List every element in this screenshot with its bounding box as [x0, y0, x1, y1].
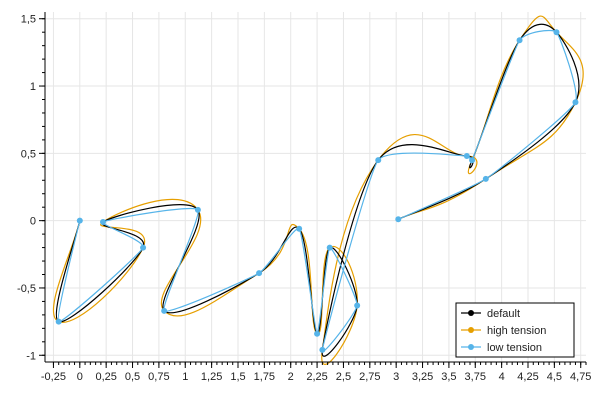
x-tick-label: 0,5 — [125, 371, 140, 383]
x-tick-label: 1,75 — [254, 371, 275, 383]
legend-item: default — [461, 308, 520, 320]
x-tick-label: -0,25 — [41, 371, 66, 383]
data-point — [395, 216, 402, 223]
x-tick-label: 0,25 — [95, 371, 116, 383]
axes: -0,25 0 0,25 0,5 0,75 1 1,25 1,5 1,75 2 2,25 2,5 2,7… — [17, 12, 591, 383]
x-tick-label: 1,25 — [201, 371, 222, 383]
series-line — [57, 29, 577, 352]
legend-item: high tension — [461, 325, 546, 337]
x-tick-label: 2,75 — [359, 371, 380, 383]
data-point — [161, 307, 168, 314]
legend-label: low tension — [487, 342, 542, 354]
x-tick-label: 3,25 — [412, 371, 433, 383]
legend-label: high tension — [487, 325, 546, 337]
legend-marker — [468, 310, 474, 316]
x-tick-label: 3,5 — [441, 371, 456, 383]
x-tick-label: 1 — [182, 371, 188, 383]
data-point — [194, 206, 201, 213]
data-point — [482, 175, 489, 182]
data-point — [354, 302, 361, 309]
legend: default high tension low tension — [455, 302, 575, 358]
data-point — [319, 346, 326, 353]
data-point — [296, 225, 303, 232]
data-point — [375, 157, 382, 164]
y-tick-label: 1,5 — [21, 14, 36, 26]
x-tick-label: 4,25 — [517, 371, 538, 383]
x-tick-label: 4,5 — [547, 371, 562, 383]
data-point — [314, 330, 321, 337]
x-tick-label: 1,5 — [230, 371, 245, 383]
x-tick-label: 0 — [77, 371, 83, 383]
data-point — [256, 270, 263, 277]
data-point — [140, 244, 147, 251]
x-tick-label: 2 — [288, 371, 294, 383]
x-tick-label: 3 — [393, 371, 399, 383]
y-tick-label: -0,5 — [17, 283, 36, 295]
data-point — [572, 99, 579, 106]
series-line — [55, 23, 580, 357]
data-point — [100, 219, 107, 225]
x-tick-label: 4,75 — [570, 371, 591, 383]
y-tick-label: 0 — [30, 216, 36, 228]
data-point — [463, 153, 470, 160]
data-point — [326, 244, 333, 251]
y-tick-label: 0,5 — [21, 148, 36, 160]
x-tick-label: 4 — [499, 371, 505, 383]
legend-marker — [468, 327, 474, 333]
x-tick-label: 3,75 — [465, 371, 486, 383]
data-point — [55, 318, 62, 325]
data-point — [553, 29, 560, 36]
x-tick-label: 2,25 — [306, 371, 327, 383]
x-tick-label: 2,5 — [336, 371, 351, 383]
legend-label: default — [487, 308, 520, 320]
legend-item: low tension — [461, 342, 542, 354]
series-low-tension — [55, 29, 579, 353]
data-point — [469, 157, 476, 164]
data-point — [76, 217, 83, 224]
y-tick-label: -1 — [26, 350, 36, 362]
y-tick-label: 1 — [30, 81, 36, 93]
series-default — [55, 23, 580, 357]
data-point — [516, 37, 523, 44]
x-tick-label: 0,75 — [148, 371, 169, 383]
series-layer — [53, 15, 584, 365]
legend-marker — [468, 344, 474, 350]
